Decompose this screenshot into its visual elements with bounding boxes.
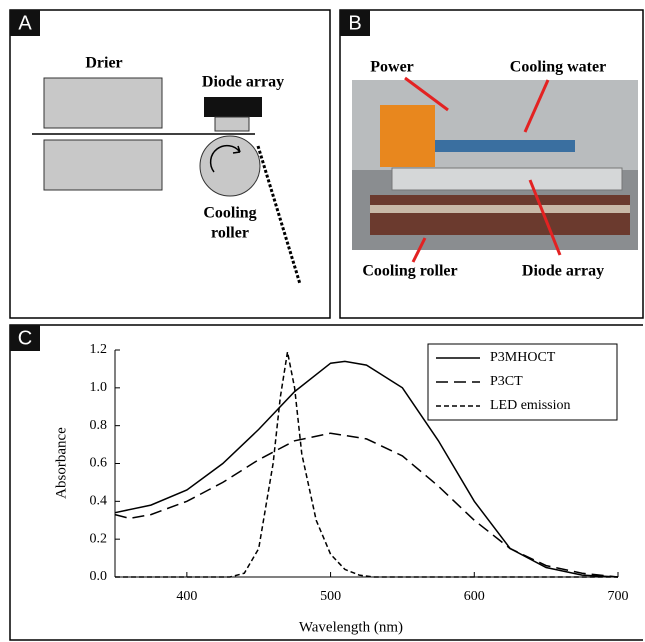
y-tick-label: 0.0 bbox=[90, 569, 108, 584]
line bbox=[114, 432, 619, 578]
label: Power bbox=[370, 59, 414, 76]
drier-bottom bbox=[43, 139, 163, 191]
y-tick-label: 1.2 bbox=[90, 342, 108, 357]
label: Drier bbox=[85, 55, 122, 72]
roller-shine bbox=[370, 205, 630, 213]
panel-badge bbox=[10, 325, 40, 351]
panel-label: A bbox=[18, 12, 32, 34]
panel-frame bbox=[9, 9, 331, 319]
y-tick-label: 1.0 bbox=[90, 380, 108, 395]
x-tick-label: 600 bbox=[464, 589, 485, 604]
water-pipe bbox=[435, 140, 575, 152]
panel-badge bbox=[10, 10, 40, 36]
line bbox=[114, 360, 619, 578]
line bbox=[115, 351, 618, 578]
label: Cooling roller bbox=[362, 263, 457, 280]
label: Diode array bbox=[202, 74, 284, 91]
power-box bbox=[380, 105, 435, 167]
arrows bbox=[404, 76, 562, 263]
panel-frame bbox=[339, 9, 644, 319]
rotation-arrow bbox=[209, 144, 241, 173]
legend-label: P3CT bbox=[490, 374, 523, 389]
panel-frame bbox=[9, 324, 643, 641]
label: Diode array bbox=[522, 263, 604, 280]
label: Cooling water bbox=[510, 59, 606, 76]
panel-label: C bbox=[18, 327, 32, 349]
label: Cooling bbox=[203, 205, 256, 222]
y-tick-label: 0.4 bbox=[90, 494, 108, 509]
roller bbox=[199, 135, 261, 197]
diode-bar bbox=[391, 167, 623, 191]
panel-label: B bbox=[348, 12, 361, 34]
x-tick-label: 400 bbox=[176, 589, 197, 604]
y-tick-label: 0.8 bbox=[90, 418, 108, 433]
drier-top bbox=[43, 77, 163, 129]
label: roller bbox=[211, 225, 249, 242]
x-tick-label: 700 bbox=[608, 589, 629, 604]
x-tick-label: 500 bbox=[320, 589, 341, 604]
x-axis-label: Wavelength (nm) bbox=[299, 619, 403, 635]
panel-badge bbox=[340, 10, 370, 36]
y-tick-label: 0.2 bbox=[90, 531, 108, 546]
legend-label: P3MHOCT bbox=[490, 350, 556, 365]
y-axis-label: Absorbance bbox=[53, 427, 69, 499]
diode-head bbox=[214, 116, 250, 132]
legend-label: LED emission bbox=[490, 398, 571, 413]
roller-photo bbox=[370, 195, 630, 235]
film-out bbox=[256, 145, 302, 285]
diode-block bbox=[204, 97, 262, 117]
y-tick-label: 0.6 bbox=[90, 456, 108, 471]
